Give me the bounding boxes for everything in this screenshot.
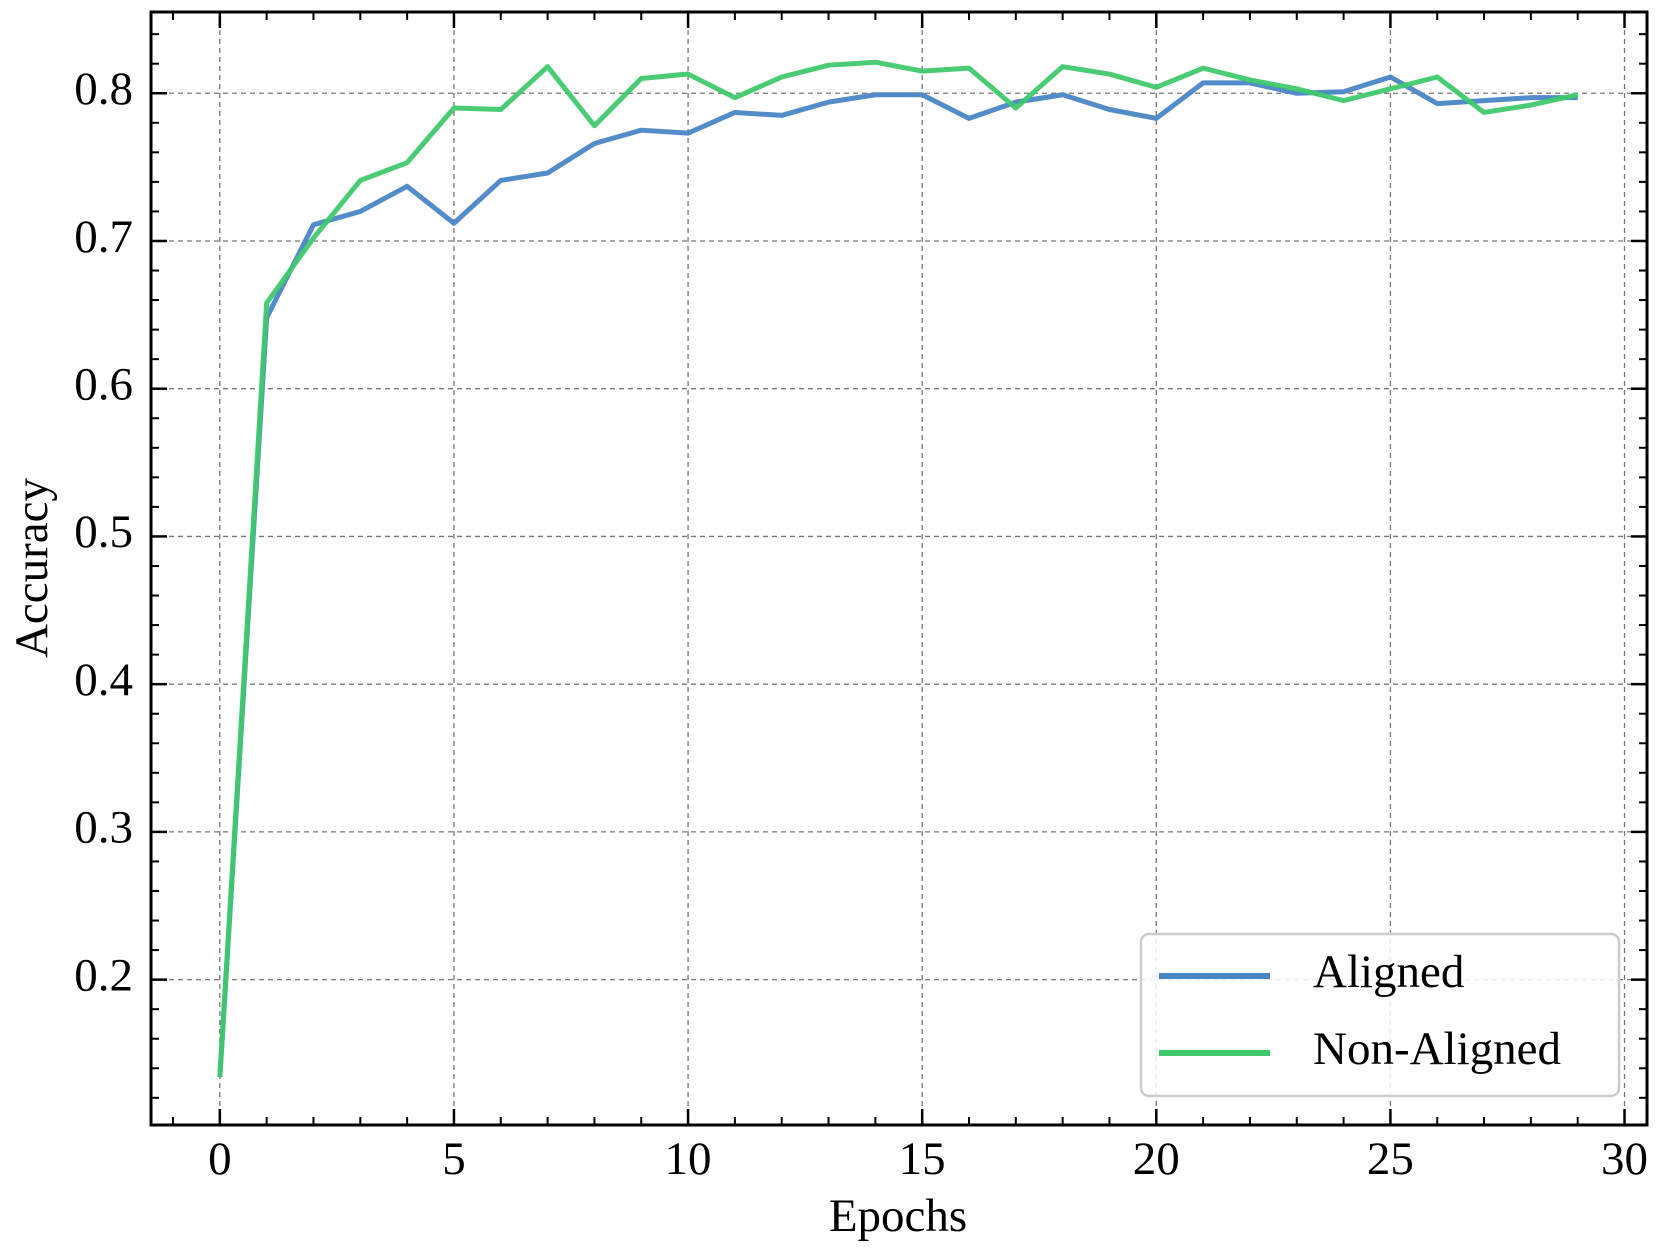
x-tick-label: 15 xyxy=(899,1133,946,1185)
y-tick-label: 0.5 xyxy=(74,506,133,558)
y-tick-label: 0.3 xyxy=(74,802,133,854)
y-tick-label: 0.4 xyxy=(74,654,133,706)
legend: Aligned Non-Aligned xyxy=(1139,932,1621,1098)
y-axis-label: Accuracy xyxy=(6,477,58,658)
x-tick-label: 0 xyxy=(208,1133,232,1185)
x-tick-label: 30 xyxy=(1601,1133,1648,1185)
series-line xyxy=(217,59,1579,1078)
x-axis-label: Epochs xyxy=(829,1190,967,1242)
y-tick-label: 0.6 xyxy=(74,358,133,410)
x-tick-label: 10 xyxy=(665,1133,712,1185)
x-tick-label: 20 xyxy=(1133,1133,1180,1185)
y-tick-label: 0.7 xyxy=(74,211,133,263)
plot-frame xyxy=(149,10,1649,1127)
legend-label: Non-Aligned xyxy=(1313,1023,1561,1075)
series-line xyxy=(217,74,1578,1078)
x-tick-label: 25 xyxy=(1367,1133,1414,1185)
y-tick-label: 0.8 xyxy=(74,63,133,115)
x-tick-label: 5 xyxy=(442,1133,466,1185)
legend-label: Aligned xyxy=(1313,946,1464,998)
y-tick-label: 0.2 xyxy=(74,949,133,1001)
